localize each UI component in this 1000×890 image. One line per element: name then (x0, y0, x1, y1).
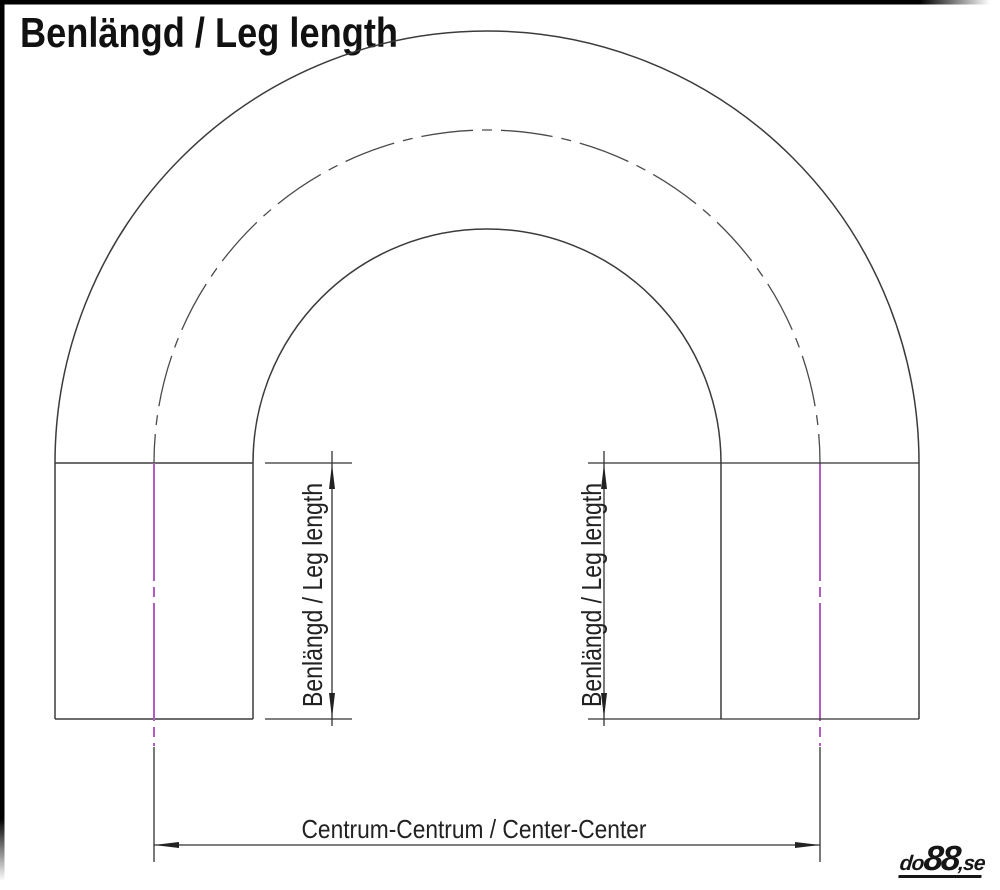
border-left (0, 0, 5, 890)
logo-prefix: do (898, 852, 925, 875)
left-leg-dimension-label: Benlängd / Leg length (297, 483, 328, 707)
arrow-right-icon (795, 842, 820, 848)
arrow-up-icon (601, 464, 607, 489)
right-leg-dimension: Benlängd / Leg length (576, 451, 919, 726)
page-title: Benlängd / Leg length (20, 9, 398, 56)
center-center-dimension-label: Centrum-Centrum / Center-Center (302, 814, 647, 844)
arrow-down-icon (601, 693, 607, 718)
center-center-dimension: Centrum-Centrum / Center-Center (153, 747, 821, 862)
bend-centerline-arc (153, 129, 821, 464)
arrow-down-icon (329, 693, 335, 718)
logo-suffix: ,se (957, 852, 987, 875)
logo-underline (898, 875, 982, 878)
do88-logo: do88,se (898, 839, 987, 883)
left-leg-dimension: Benlängd / Leg length (265, 451, 352, 726)
border-top (0, 0, 1000, 5)
bend-outline (54, 30, 920, 720)
arrow-left-icon (154, 842, 179, 848)
outer-arc (54, 30, 920, 464)
inner-arc (252, 228, 722, 464)
leg-centerlines (153, 463, 821, 746)
arrow-up-icon (329, 464, 335, 489)
logo-number: 88 (922, 839, 962, 878)
right-leg-dimension-label: Benlängd / Leg length (576, 483, 607, 707)
